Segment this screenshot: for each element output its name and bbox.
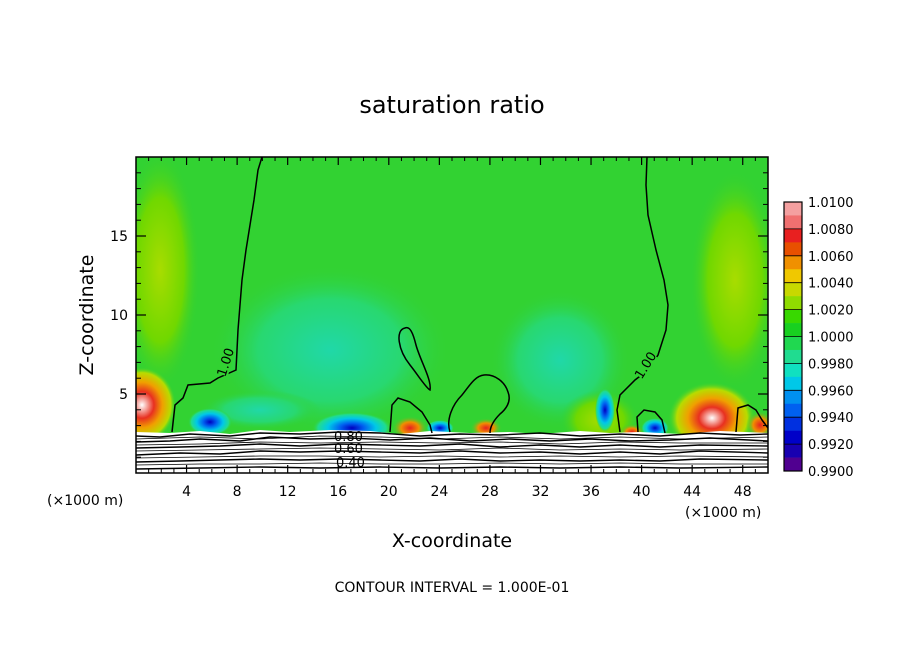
layer-contours bbox=[136, 431, 768, 470]
x-tick-label: 44 bbox=[683, 484, 701, 500]
contour-line bbox=[171, 157, 263, 433]
contour-line bbox=[616, 157, 669, 433]
colorbar-swatch bbox=[784, 255, 802, 270]
contour-line bbox=[136, 455, 768, 459]
colorbar-label: 1.0100 bbox=[808, 196, 854, 211]
plot-area: 1.00 1.00 0.80 0.60 0.40 bbox=[136, 157, 768, 473]
contour-label: 0.60 bbox=[334, 442, 363, 457]
colorbar-label: 1.0040 bbox=[808, 277, 854, 292]
x-axis-title: X-coordinate bbox=[392, 530, 512, 552]
colorbar-swatch bbox=[784, 430, 802, 445]
y-tick-label: 10 bbox=[110, 308, 128, 324]
colorbar-swatch bbox=[784, 417, 802, 431]
field-region bbox=[746, 411, 768, 439]
colorbar-swatch bbox=[784, 242, 802, 257]
x-unit-label-right: (×1000 m) bbox=[685, 505, 761, 521]
chart-title: saturation ratio bbox=[359, 91, 544, 119]
colorbar-swatch bbox=[784, 215, 802, 230]
colorbar-swatch bbox=[784, 349, 802, 364]
contour-line bbox=[136, 431, 768, 438]
contour-line bbox=[448, 374, 510, 434]
contour-line bbox=[136, 441, 768, 446]
x-tick-label: 24 bbox=[430, 484, 448, 500]
x-tick-label: 12 bbox=[279, 484, 297, 500]
colorbar-swatch bbox=[784, 228, 802, 243]
contour-label: 0.80 bbox=[334, 430, 363, 445]
y-axis-title: Z-coordinate bbox=[76, 255, 98, 376]
contour-line bbox=[136, 458, 768, 463]
contour-line bbox=[136, 436, 768, 443]
colorbar-swatch bbox=[784, 269, 802, 283]
colorbar-label: 0.9940 bbox=[808, 411, 854, 426]
x-tick-label: 36 bbox=[582, 484, 600, 500]
contour-line bbox=[136, 435, 768, 440]
field-region bbox=[188, 408, 232, 436]
colorbar-label: 1.0000 bbox=[808, 331, 854, 346]
y-tick-label: 15 bbox=[110, 229, 128, 245]
contour-label: 0.40 bbox=[336, 456, 365, 471]
field-region bbox=[136, 157, 200, 390]
contour-line bbox=[735, 404, 768, 433]
x-tick-label: 20 bbox=[380, 484, 398, 500]
colorbar: 1.0100 1.0080 1.0060 1.0040 1.0020 1.0000 0.99… bbox=[783, 196, 854, 480]
layer-contours-thin bbox=[136, 435, 768, 466]
colorbar-label: 0.9920 bbox=[808, 438, 854, 453]
colorbar-swatch bbox=[784, 296, 802, 310]
field-region bbox=[690, 170, 768, 390]
contour-lines bbox=[171, 157, 768, 434]
colorbar-swatch bbox=[784, 336, 802, 351]
contour-line bbox=[136, 443, 768, 449]
contour-line bbox=[389, 397, 433, 434]
colorbar-swatch bbox=[784, 444, 802, 458]
field-region bbox=[595, 388, 615, 432]
colorbar-swatch bbox=[784, 363, 802, 378]
x-tick-label: 40 bbox=[633, 484, 651, 500]
contour-line bbox=[136, 466, 768, 470]
colorbar-swatch bbox=[784, 323, 802, 337]
contour-line bbox=[398, 326, 431, 392]
x-tick-label: 8 bbox=[233, 484, 242, 500]
contour-line bbox=[136, 462, 768, 466]
colorbar-swatch bbox=[784, 376, 802, 391]
colorbar-swatch bbox=[784, 403, 802, 418]
x-tick-label: 4 bbox=[182, 484, 191, 500]
contour-label-bg bbox=[632, 350, 658, 380]
x-tick-label: 28 bbox=[481, 484, 499, 500]
x-tick-label: 48 bbox=[734, 484, 752, 500]
colorbar-swatch bbox=[784, 457, 802, 472]
colorbar-label: 0.9960 bbox=[808, 384, 854, 399]
colorbar-swatch bbox=[784, 390, 802, 405]
colorbar-label: 1.0080 bbox=[808, 223, 854, 238]
y-axis: 5 10 15 bbox=[110, 172, 768, 458]
colorbar-swatch bbox=[784, 309, 802, 324]
contour-interval-note: CONTOUR INTERVAL = 1.000E-01 bbox=[335, 580, 570, 596]
contour-label-bg bbox=[214, 347, 236, 377]
colorbar-label: 1.0020 bbox=[808, 304, 854, 319]
contour-line bbox=[636, 409, 666, 434]
x-axis: 4 8 12 16 20 24 28 32 36 40 44 48 bbox=[148, 157, 756, 500]
x-unit-label-left: (×1000 m) bbox=[47, 493, 123, 509]
x-tick-label: 16 bbox=[329, 484, 347, 500]
field-region bbox=[136, 367, 176, 443]
y-tick-label: 5 bbox=[119, 387, 128, 403]
colorbar-label: 1.0060 bbox=[808, 250, 854, 265]
colorbar-label: 0.9900 bbox=[808, 465, 854, 480]
colorbar-swatch bbox=[784, 202, 802, 216]
x-tick-label: 32 bbox=[532, 484, 550, 500]
contour-line bbox=[136, 450, 768, 456]
colorbar-swatch bbox=[784, 282, 802, 297]
colorbar-label: 0.9980 bbox=[808, 357, 854, 372]
contour-line bbox=[136, 447, 768, 452]
